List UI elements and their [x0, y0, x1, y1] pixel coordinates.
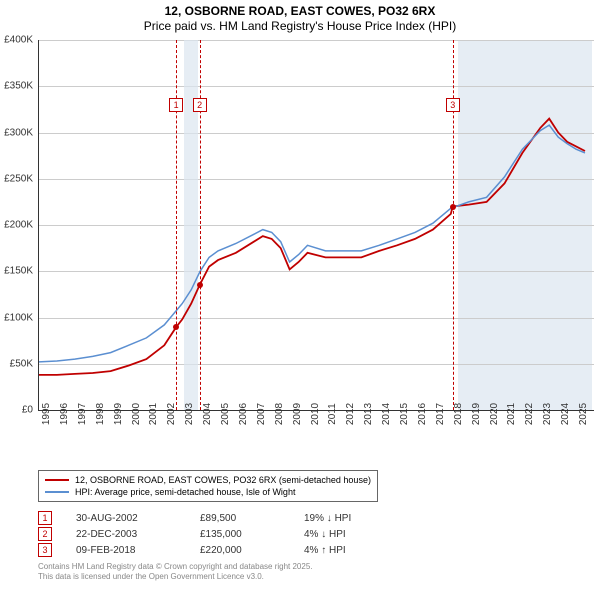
legend-item: HPI: Average price, semi-detached house,…: [45, 486, 371, 498]
xtick-label: 2011: [327, 403, 338, 425]
transaction-price: £89,500: [200, 513, 280, 524]
xtick-label: 2010: [310, 403, 321, 425]
xtick-label: 2020: [489, 403, 500, 425]
transaction-pct: 4% ↓ HPI: [304, 529, 384, 540]
chart-container: 12, OSBORNE ROAD, EAST COWES, PO32 6RX P…: [0, 0, 600, 590]
transaction-date: 22-DEC-2003: [76, 529, 176, 540]
xtick-label: 1997: [77, 403, 88, 425]
ytick-label: £100K: [4, 312, 33, 323]
xtick-label: 2009: [292, 403, 303, 425]
xtick-label: 2003: [184, 403, 195, 425]
plot-region: 12 3: [38, 40, 594, 411]
marker-vline: [176, 40, 177, 410]
xtick-label: 2019: [471, 403, 482, 425]
legend-label: HPI: Average price, semi-detached house,…: [75, 487, 295, 497]
marker-vline: [200, 40, 201, 410]
ytick-label: £350K: [4, 81, 33, 92]
legend-label: 12, OSBORNE ROAD, EAST COWES, PO32 6RX (…: [75, 475, 371, 485]
xtick-label: 2017: [435, 403, 446, 425]
xtick-label: 2001: [148, 403, 159, 425]
xtick-label: 2007: [256, 403, 267, 425]
xtick-label: 2000: [131, 403, 142, 425]
transaction-price: £135,000: [200, 529, 280, 540]
xtick-label: 2013: [363, 403, 374, 425]
xtick-label: 2018: [453, 403, 464, 425]
legend-swatch: [45, 479, 69, 481]
transaction-num: 2: [38, 527, 52, 541]
xtick-label: 2004: [202, 403, 213, 425]
ytick-label: £400K: [4, 35, 33, 46]
transaction-row: 2 22-DEC-2003 £135,000 4% ↓ HPI: [38, 526, 384, 542]
xtick-label: 1995: [41, 403, 52, 425]
ytick-label: £300K: [4, 127, 33, 138]
ytick-label: £150K: [4, 266, 33, 277]
transaction-num: 1: [38, 511, 52, 525]
xtick-label: 2002: [166, 403, 177, 425]
xtick-label: 2016: [417, 403, 428, 425]
legend-swatch: [45, 491, 69, 493]
transaction-pct: 19% ↓ HPI: [304, 513, 384, 524]
transaction-pct: 4% ↑ HPI: [304, 545, 384, 556]
sale-point: [197, 282, 203, 288]
xtick-label: 2005: [220, 403, 231, 425]
line-series-svg: [39, 40, 594, 410]
marker-box: 1: [169, 98, 183, 112]
legend-item: 12, OSBORNE ROAD, EAST COWES, PO32 6RX (…: [45, 474, 371, 486]
transaction-price: £220,000: [200, 545, 280, 556]
marker-box: 2: [193, 98, 207, 112]
xtick-label: 2014: [381, 403, 392, 425]
transaction-table: 1 30-AUG-2002 £89,500 19% ↓ HPI 2 22-DEC-2003…: [38, 510, 384, 558]
xtick-label: 1998: [95, 403, 106, 425]
series-hpi: [39, 125, 585, 362]
xtick-label: 2025: [578, 403, 589, 425]
footnote: Contains HM Land Registry data © Crown c…: [38, 562, 313, 581]
xtick-label: 2021: [506, 403, 517, 425]
marker-vline: [453, 40, 454, 410]
ytick-label: £0: [22, 405, 33, 416]
xtick-label: 2008: [274, 403, 285, 425]
xtick-label: 2006: [238, 403, 249, 425]
titles: 12, OSBORNE ROAD, EAST COWES, PO32 6RX P…: [0, 0, 600, 33]
ytick-label: £200K: [4, 220, 33, 231]
title-line1: 12, OSBORNE ROAD, EAST COWES, PO32 6RX: [0, 4, 600, 18]
legend: 12, OSBORNE ROAD, EAST COWES, PO32 6RX (…: [38, 470, 378, 502]
xtick-label: 1996: [59, 403, 70, 425]
ytick-label: £250K: [4, 173, 33, 184]
transaction-date: 09-FEB-2018: [76, 545, 176, 556]
marker-box: 3: [446, 98, 460, 112]
title-line2: Price paid vs. HM Land Registry's House …: [0, 19, 600, 33]
footnote-line1: Contains HM Land Registry data © Crown c…: [38, 562, 313, 572]
sale-point: [173, 324, 179, 330]
transaction-row: 1 30-AUG-2002 £89,500 19% ↓ HPI: [38, 510, 384, 526]
ytick-label: £50K: [10, 358, 33, 369]
xtick-label: 2023: [542, 403, 553, 425]
sale-point: [450, 204, 456, 210]
xtick-label: 1999: [113, 403, 124, 425]
footnote-line2: This data is licensed under the Open Gov…: [38, 572, 313, 582]
transaction-num: 3: [38, 543, 52, 557]
xtick-label: 2015: [399, 403, 410, 425]
xtick-label: 2024: [560, 403, 571, 425]
xtick-label: 2012: [345, 403, 356, 425]
chart-area: 123 £0£50K£100K£150K£200K£250K£300K£350K…: [38, 40, 593, 440]
transaction-date: 30-AUG-2002: [76, 513, 176, 524]
xtick-label: 2022: [524, 403, 535, 425]
transaction-row: 3 09-FEB-2018 £220,000 4% ↑ HPI: [38, 542, 384, 558]
